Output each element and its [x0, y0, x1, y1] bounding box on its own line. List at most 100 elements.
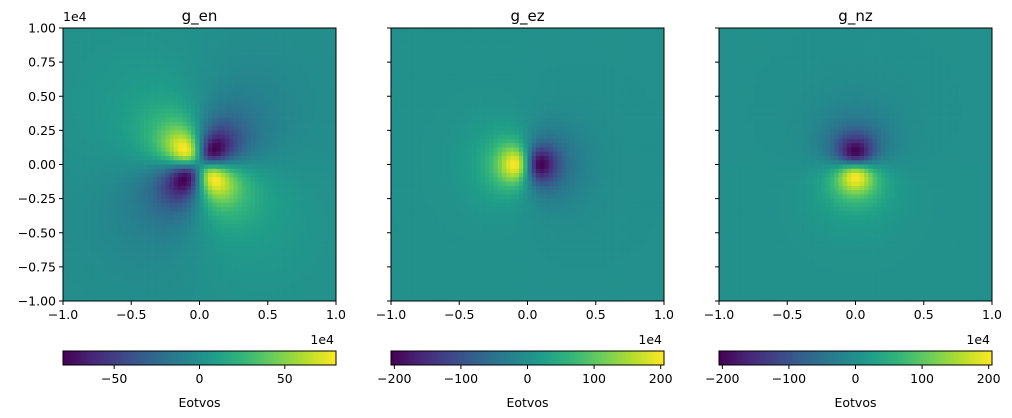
- heatmap-cell: [416, 228, 422, 234]
- heatmap-cell: [161, 194, 166, 199]
- heatmap-cell: [118, 207, 124, 212]
- heatmap-cell: [63, 91, 68, 97]
- heatmap-cell: [289, 151, 294, 157]
- heatmap-cell: [122, 164, 128, 170]
- heatmap-cell: [280, 177, 286, 182]
- heatmap-cell: [195, 113, 200, 118]
- heatmap-cell: [161, 66, 166, 72]
- heatmap-cell: [323, 262, 328, 268]
- heatmap-cell: [391, 207, 396, 212]
- heatmap-cell: [148, 258, 153, 263]
- heatmap-cell: [437, 79, 443, 84]
- heatmap-cell: [416, 292, 422, 298]
- heatmap-cell: [246, 211, 252, 217]
- heatmap-cell: [254, 254, 260, 259]
- heatmap-cell: [156, 198, 162, 204]
- heatmap-cell: [391, 177, 396, 182]
- heatmap-cell: [267, 181, 273, 187]
- heatmap-cell: [267, 121, 273, 127]
- heatmap-cell: [114, 53, 119, 59]
- heatmap-cell: [293, 168, 298, 174]
- heatmap-cell: [289, 87, 294, 93]
- heatmap-cell: [416, 198, 422, 204]
- heatmap-cell: [101, 104, 107, 110]
- heatmap-cell: [276, 292, 281, 298]
- heatmap-cell: [122, 177, 128, 182]
- heatmap-cell: [399, 57, 405, 63]
- heatmap-cell: [199, 224, 205, 229]
- heatmap-cell: [88, 121, 94, 127]
- heatmap-cell: [101, 57, 107, 63]
- heatmap-cell: [178, 36, 183, 42]
- heatmap-cell: [437, 168, 443, 174]
- heatmap-cell: [186, 160, 192, 165]
- heatmap-cell: [126, 224, 132, 229]
- heatmap-cell: [399, 296, 405, 302]
- colorbar-segment: [260, 351, 264, 365]
- heatmap-cells: [63, 28, 337, 302]
- heatmap-cell: [395, 117, 400, 123]
- heatmap-cell: [267, 79, 273, 84]
- heatmap-cell: [101, 271, 107, 276]
- heatmap-cell: [208, 207, 213, 212]
- heatmap-cell: [284, 202, 290, 208]
- heatmap-cell: [225, 155, 230, 161]
- heatmap-cell: [267, 245, 273, 251]
- heatmap-cell: [297, 219, 303, 225]
- colorbar-segment: [219, 351, 223, 365]
- heatmap-cell: [420, 185, 426, 191]
- heatmap-cell: [173, 164, 179, 170]
- heatmap-cell: [420, 288, 426, 293]
- heatmap-cell: [67, 36, 72, 42]
- heatmap-cell: [173, 228, 179, 234]
- heatmap-cell: [182, 173, 188, 178]
- heatmap-cell: [71, 45, 77, 50]
- heatmap-cell: [284, 70, 290, 76]
- heatmap-cell: [242, 258, 247, 263]
- heatmap-cell: [144, 241, 149, 246]
- heatmap-cell: [429, 138, 435, 144]
- heatmap-cell: [403, 219, 409, 225]
- heatmap-cell: [75, 126, 81, 131]
- heatmap-cell: [408, 194, 413, 199]
- heatmap-cell: [280, 168, 286, 174]
- heatmap-cell: [242, 40, 247, 46]
- heatmap-cell: [403, 215, 409, 221]
- heatmap-cell: [433, 134, 439, 140]
- heatmap-cell: [220, 207, 226, 212]
- heatmap-cell: [280, 155, 286, 161]
- heatmap-cell: [126, 215, 132, 221]
- colorbar-segment: [124, 351, 128, 365]
- heatmap-cell: [267, 211, 273, 217]
- heatmap-cell: [135, 249, 141, 255]
- heatmap-cell: [118, 194, 124, 199]
- heatmap-cell: [391, 70, 396, 76]
- heatmap-cell: [403, 87, 409, 93]
- heatmap-cell: [403, 53, 409, 59]
- heatmap-cell: [208, 275, 213, 281]
- heatmap-cell: [109, 168, 115, 174]
- heatmap-cell: [97, 249, 102, 255]
- heatmap-cell: [152, 113, 158, 118]
- heatmap-cell: [246, 36, 252, 42]
- heatmap-cell: [105, 87, 111, 93]
- heatmap-cell: [97, 138, 102, 144]
- heatmap-cell: [250, 62, 256, 67]
- heatmap-cell: [259, 254, 264, 259]
- heatmap-cell: [190, 143, 196, 148]
- heatmap-cell: [297, 228, 303, 234]
- heatmap-cell: [246, 74, 252, 80]
- heatmap-cell: [178, 168, 183, 174]
- heatmap-cell: [327, 151, 333, 157]
- heatmap-cell: [190, 219, 196, 225]
- heatmap-cell: [420, 177, 426, 182]
- heatmap-cell: [246, 228, 252, 234]
- heatmap-cell: [156, 160, 162, 165]
- heatmap-cell: [109, 83, 115, 89]
- heatmap-cell: [331, 190, 337, 195]
- heatmap-cell: [259, 126, 264, 131]
- heatmap-cell: [408, 147, 413, 153]
- heatmap-cell: [331, 211, 337, 217]
- heatmap-cell: [237, 224, 243, 229]
- heatmap-cell: [139, 57, 145, 63]
